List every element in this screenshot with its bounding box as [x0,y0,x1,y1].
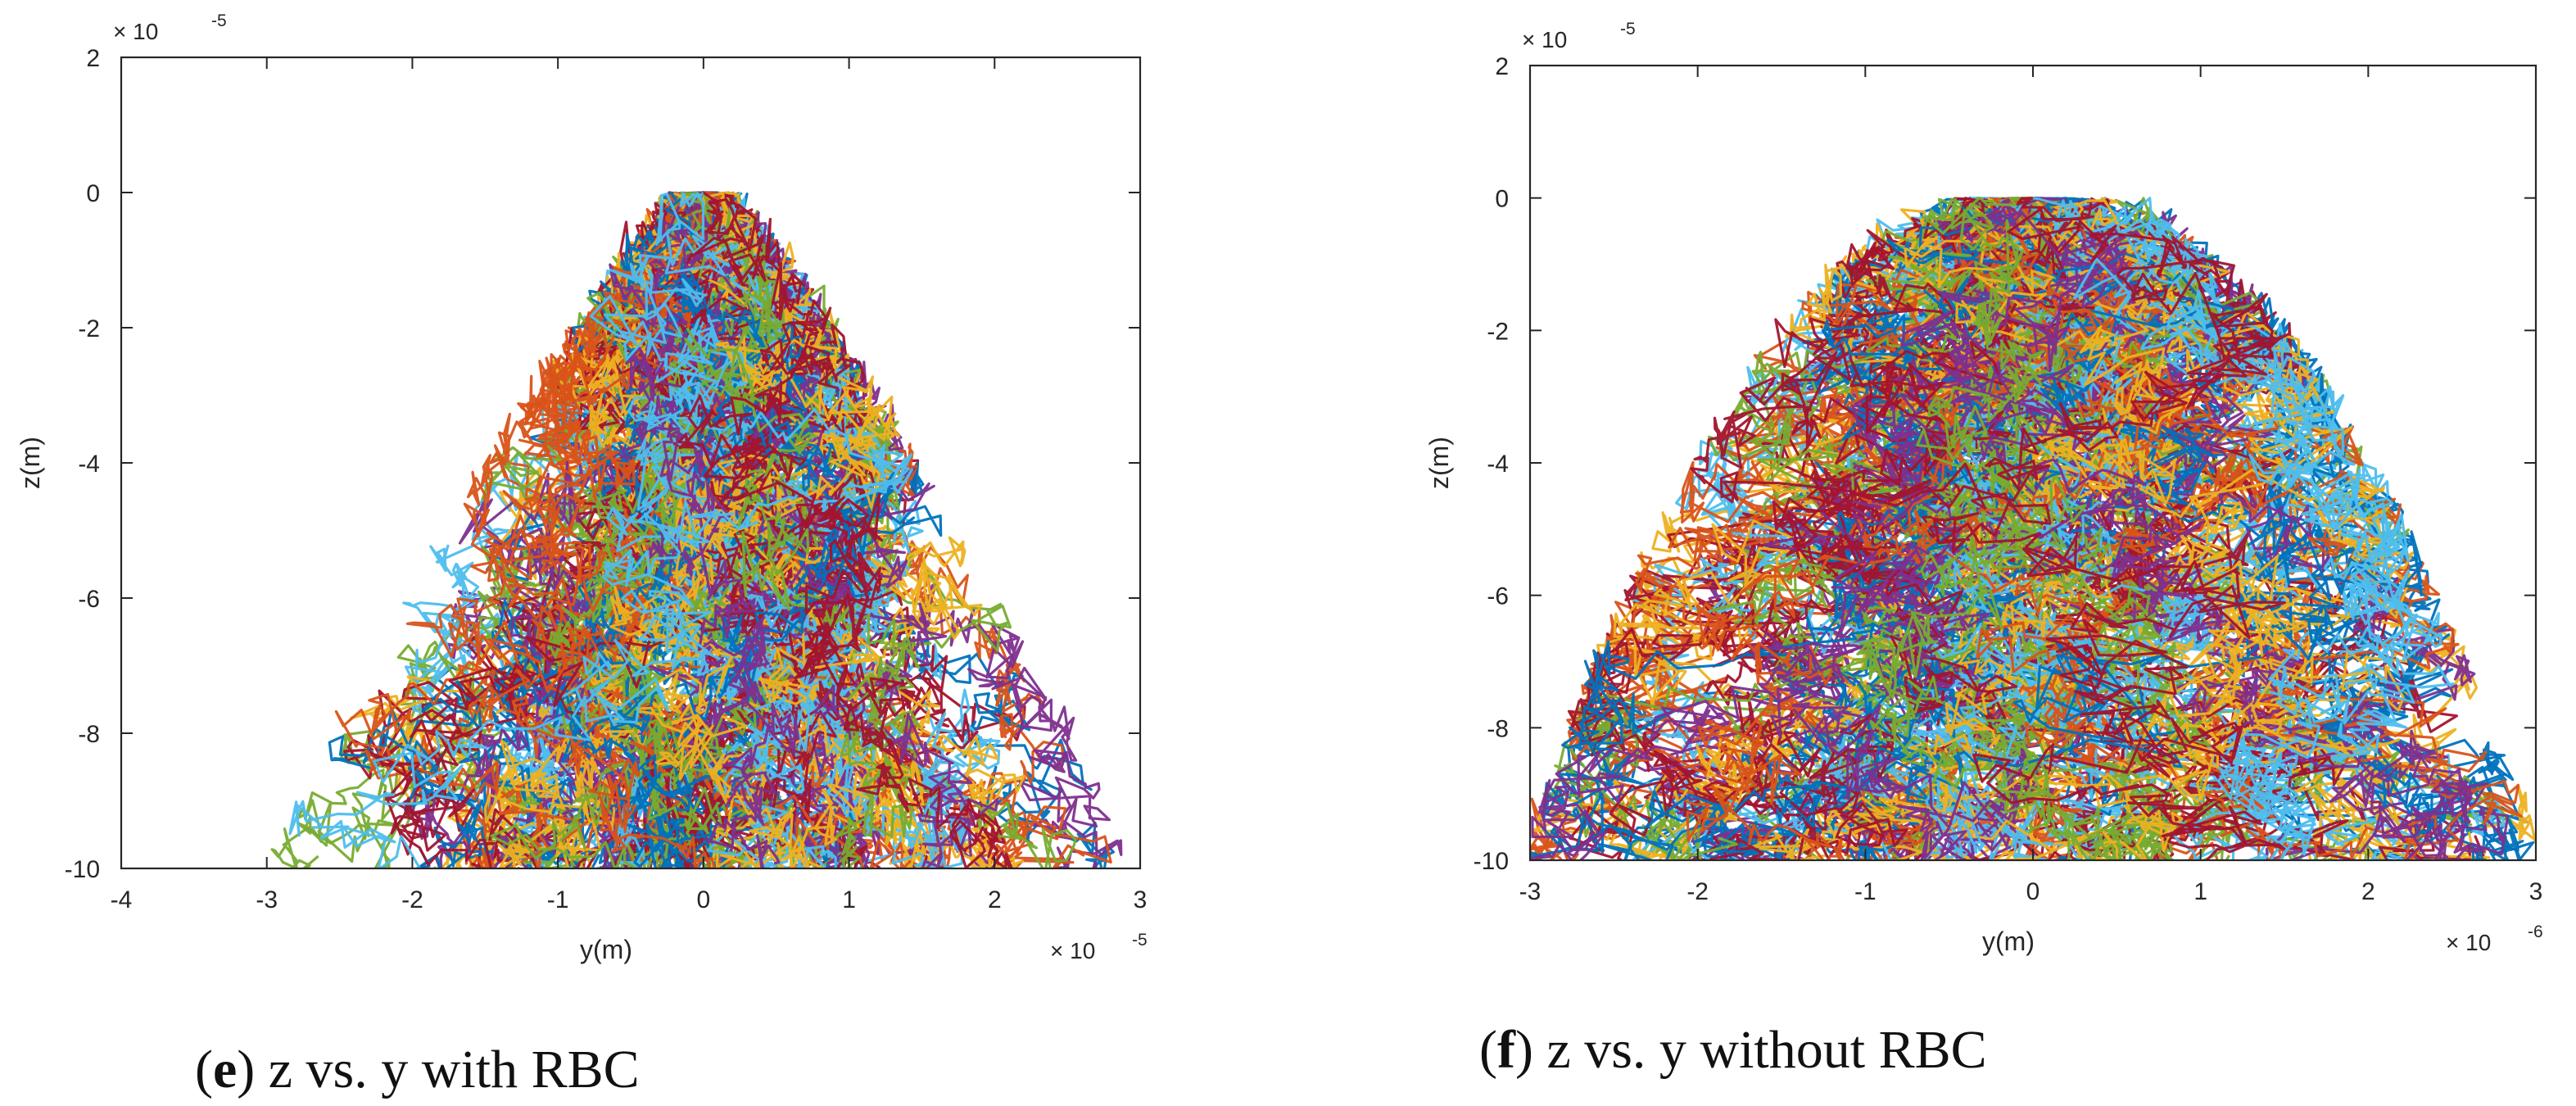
y-tick-label-e-6: 2 [86,45,100,72]
x-tick-label-e-0: -4 [111,886,133,913]
x-tick-label-e-4: 0 [697,886,711,913]
chart-e: -4 -3 -2 -1 0 1 2 3-10-8-6-4-202y(m)z(m)× 10 -5×… [16,11,1148,964]
y-exponent-power-e: -5 [211,11,227,30]
trajectories-e [272,193,1121,907]
x-tick-label-f-6: 3 [2529,878,2543,905]
y-tick-label-f-6: 2 [1495,53,1509,80]
y-tick-label-f-5: 0 [1495,186,1509,213]
y-tick-label-e-3: -4 [78,451,100,478]
x-tick-label-e-1: -3 [256,886,278,913]
caption-e: (e) z vs. y with RBC [195,1039,640,1101]
x-tick-label-f-3: 0 [2026,878,2040,905]
y-tick-label-e-4: -2 [78,315,100,342]
y-tick-label-e-2: -6 [78,586,100,613]
x-axis-label-e: y(m) [580,935,632,964]
caption-e-letter: e [213,1040,237,1099]
x-tick-label-e-6: 2 [988,886,1002,913]
y-tick-label-f-1: -8 [1487,715,1509,742]
x-axis-label-f: y(m) [1982,927,2035,956]
caption-f-text: ) z vs. y without RBC [1515,1020,1987,1080]
y-axis-label-e: z(m) [16,437,45,489]
x-tick-label-e-5: 1 [842,886,856,913]
x-exponent-power-f: -6 [2528,922,2543,941]
y-exponent-power-f: -5 [1620,20,1636,39]
x-tick-label-e-3: -1 [547,886,569,913]
y-tick-label-f-2: -6 [1487,583,1509,610]
caption-e-text: ) z vs. y with RBC [237,1040,639,1099]
y-tick-label-f-3: -4 [1487,451,1509,478]
x-tick-label-e-7: 3 [1134,886,1148,913]
y-axis-label-f: z(m) [1424,437,1454,489]
x-tick-label-f-1: -2 [1686,878,1709,905]
y-tick-label-f-0: -10 [1474,848,1509,875]
x-exponent-f: × 10 [2446,930,2491,955]
x-tick-label-f-5: 2 [2361,878,2375,905]
x-tick-label-f-2: -1 [1854,878,1877,905]
y-tick-label-e-1: -8 [78,721,100,748]
caption-f-letter: f [1497,1020,1515,1080]
y-exponent-e: × 10 [113,19,158,44]
chart-f: -3 -2 -1 0 1 2 3-10-8-6-4-202y(m)z(m)× 10 -5× 1… [1424,20,2543,956]
y-tick-label-e-0: -10 [65,856,100,883]
x-tick-label-f-4: 1 [2193,878,2207,905]
trajectories-f [1520,198,2539,893]
y-tick-label-e-5: 0 [86,180,100,207]
x-exponent-e: × 10 [1050,938,1095,963]
x-tick-label-e-2: -2 [401,886,423,913]
y-exponent-f: × 10 [1522,27,1567,52]
figure: -4 -3 -2 -1 0 1 2 3-10-8-6-4-202y(m)z(m)× 10 -5×… [0,0,2576,1106]
caption-f: (f) z vs. y without RBC [1479,1019,1987,1081]
y-tick-label-f-4: -2 [1487,318,1509,345]
x-exponent-power-e: -5 [1132,931,1148,950]
x-tick-label-f-0: -3 [1519,878,1542,905]
